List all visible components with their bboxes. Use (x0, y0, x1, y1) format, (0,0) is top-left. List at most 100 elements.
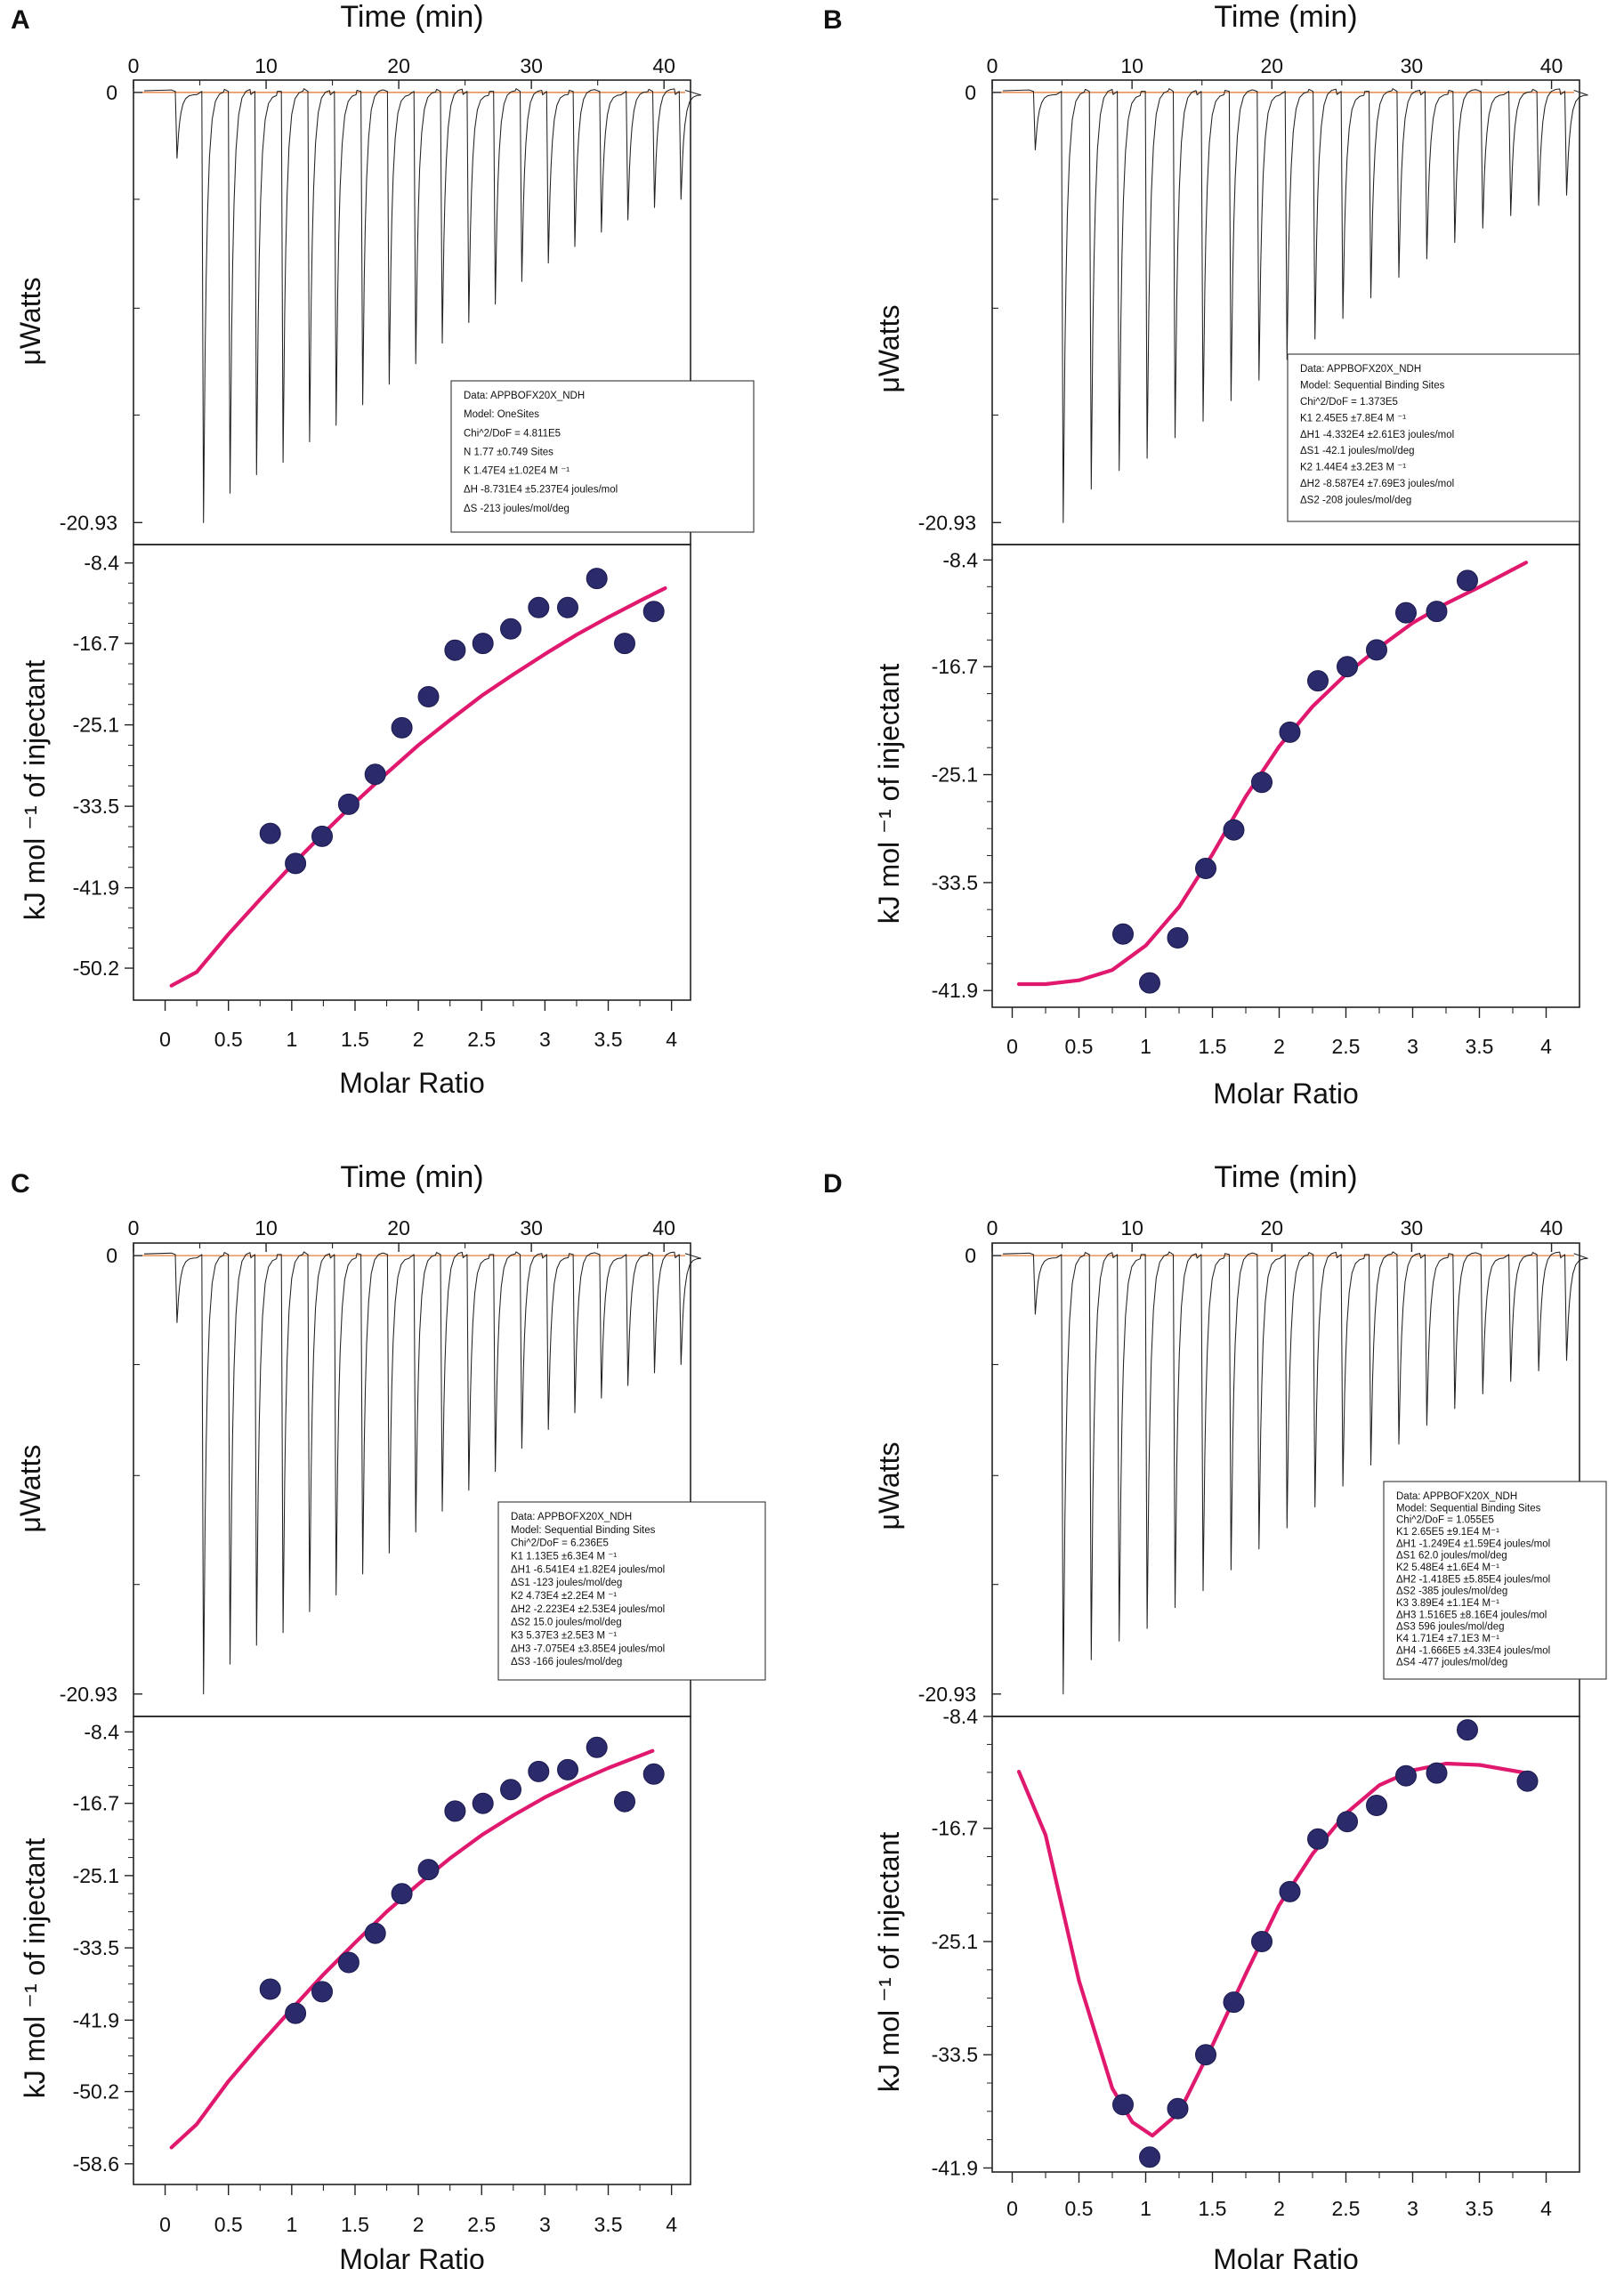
ratio-tick-label: 2 (413, 2213, 424, 2236)
data-point (337, 1951, 360, 1974)
time-axis-title: Time (min) (340, 0, 483, 34)
data-point (1366, 1795, 1387, 1816)
ratio-tick-label: 0.5 (1065, 2197, 1094, 2220)
data-point (364, 763, 386, 786)
ratio-tick-label: 1 (1140, 1035, 1151, 1058)
ratio-tick-label: 2.5 (467, 1028, 496, 1051)
data-point (642, 601, 665, 623)
time-tick-label: 0 (128, 54, 140, 77)
thermogram-trace (1002, 1251, 1588, 1695)
ratio-tick-label: 1 (1140, 2197, 1151, 2220)
ratio-tick-label: 2 (1273, 1035, 1285, 1058)
heat-tick-label: -16.7 (73, 1792, 119, 1815)
heat-tick-label: -25.1 (73, 714, 119, 737)
data-point (417, 1859, 440, 1881)
fit-legend-line: ΔH2 -8.587E4 ±7.69E3 joules/mol (1300, 479, 1454, 489)
fit-legend-line: ΔS1 62.0 joules/mol/deg (1396, 1551, 1507, 1562)
ratio-tick-label: 1 (286, 1028, 297, 1051)
data-point (1195, 858, 1216, 879)
ratio-tick-label: 3.5 (594, 1028, 623, 1051)
fit-legend-line: K2 1.44E4 ±3.2E3 M ⁻¹ (1300, 463, 1406, 473)
fit-legend-box (1287, 353, 1580, 522)
fit-legend-line: K2 4.73E4 ±2.2E4 M ⁻¹ (511, 1591, 617, 1602)
fit-legend-line: Chi^2/DoF = 1.373E5 (1300, 397, 1398, 408)
ratio-tick-label: 2 (413, 1028, 424, 1051)
ratio-tick-label: 3.5 (1466, 1035, 1494, 1058)
fit-curve (1016, 561, 1529, 987)
fit-legend-line: ΔH3 -7.075E4 ±3.85E4 joules/mol (511, 1643, 665, 1654)
data-point (1251, 1931, 1273, 1952)
data-point (642, 1763, 665, 1785)
fit-legend-line: Model: Sequential Binding Sites (1300, 380, 1445, 391)
heat-tick-label: -25.1 (932, 763, 978, 787)
data-point (557, 1758, 578, 1780)
fit-legend-line: Data: APPBOFX20X_NDH (464, 391, 585, 401)
time-axis-title: Time (min) (340, 1160, 483, 1194)
time-tick-label: 10 (1120, 1216, 1143, 1239)
fit-legend-line: ΔH -8.731E4 ±5.237E4 joules/mol (464, 485, 618, 496)
heat-tick-label: -8.4 (84, 1720, 119, 1743)
time-tick-label: 40 (1540, 54, 1563, 77)
time-axis-title: Time (min) (1214, 0, 1357, 34)
data-point (391, 1883, 413, 1905)
heat-tick-label: -41.9 (932, 979, 978, 1002)
ratio-tick-label: 2.5 (1332, 2197, 1361, 2220)
ratio-tick-label: 0 (1006, 2197, 1018, 2220)
data-point (1167, 2097, 1189, 2120)
heat-tick-label: -25.1 (932, 1930, 978, 1953)
ratio-tick-label: 2 (1273, 2197, 1285, 2220)
ratio-tick-label: 1.5 (341, 2213, 369, 2236)
ratio-tick-label: 3 (539, 1028, 551, 1051)
fit-legend-line: K1 2.65E5 ±9.1E4 M⁻¹ (1396, 1527, 1499, 1538)
heat-tick-label: -58.6 (73, 2152, 119, 2176)
ratio-tick-label: 0 (159, 1028, 171, 1051)
data-point (500, 618, 521, 640)
data-point (391, 716, 413, 739)
data-point (472, 633, 494, 655)
fit-legend-line: Model: Sequential Binding Sites (1396, 1503, 1541, 1514)
power-tick-label: -20.93 (918, 1683, 976, 1706)
ratio-tick-label: 0 (1006, 1035, 1018, 1058)
fit-legend-line: ΔS1 -42.1 joules/mol/deg (1300, 446, 1415, 456)
fit-legend-line: K3 3.89E4 ±1.1E4 M⁻¹ (1396, 1598, 1499, 1609)
fit-legend-line: K3 5.37E3 ±2.5E3 M ⁻¹ (511, 1631, 617, 1642)
power-axis-label: μWatts (873, 1441, 905, 1530)
time-tick-label: 20 (1260, 1216, 1283, 1239)
heat-tick-label: -33.5 (932, 2043, 978, 2066)
data-point (1223, 819, 1245, 841)
ratio-tick-label: 1.5 (341, 1028, 369, 1051)
data-point (259, 822, 281, 844)
fit-legend-line: K1 2.45E5 ±7.8E4 M ⁻¹ (1300, 413, 1406, 424)
panel-label: D (823, 1169, 843, 1199)
fit-legend-line: Chi^2/DoF = 4.811E5 (464, 428, 561, 439)
ratio-tick-label: 1.5 (1199, 1035, 1227, 1058)
panel-label: A (11, 5, 30, 35)
data-point (1395, 602, 1417, 624)
heat-tick-label: -50.2 (73, 2080, 119, 2103)
time-tick-label: 10 (1120, 54, 1143, 77)
data-point (1112, 923, 1134, 945)
power-tick-label: -20.93 (918, 511, 976, 534)
fit-legend-line: Model: OneSites (464, 409, 539, 420)
ratio-tick-label: 2.5 (1332, 1035, 1361, 1058)
heat-axis-label: kJ mol ⁻¹ of injectant (873, 664, 905, 925)
fit-legend-line: Data: APPBOFX20X_NDH (511, 1512, 632, 1522)
data-point (1223, 1991, 1245, 2014)
ratio-tick-label: 1 (286, 2213, 297, 2236)
ratio-tick-label: 4 (1540, 1035, 1552, 1058)
heat-tick-label: -16.7 (73, 632, 119, 655)
data-point (1337, 656, 1358, 678)
ratio-tick-label: 3.5 (594, 2213, 623, 2236)
data-point (1426, 1762, 1448, 1784)
ratio-tick-label: 4 (1540, 2197, 1552, 2220)
power-tick-label: 0 (965, 1244, 976, 1267)
power-tick-label: -20.93 (60, 1683, 117, 1706)
fit-frame (991, 1716, 1580, 2173)
fit-legend-line: Model: Sequential Binding Sites (511, 1525, 656, 1536)
fit-legend-line: ΔS3 -166 joules/mol/deg (511, 1657, 622, 1667)
power-tick-label: -20.93 (60, 511, 117, 534)
data-point (1307, 670, 1329, 692)
data-point (1139, 972, 1160, 994)
